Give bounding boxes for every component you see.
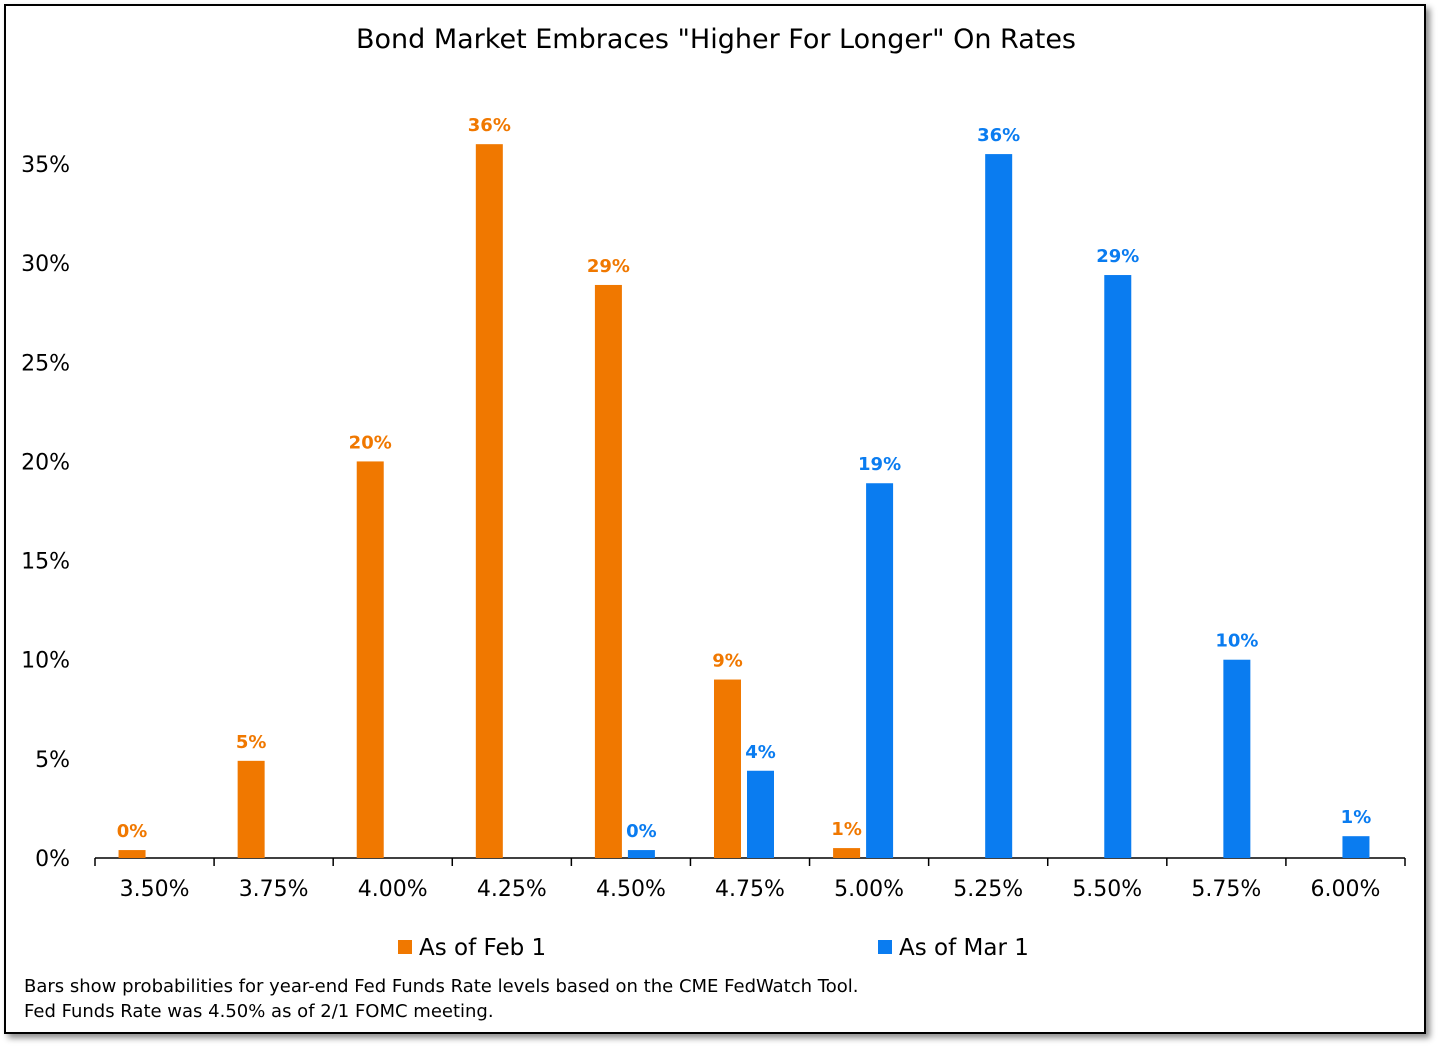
data-labels: 0% 5% 20% 36% 29% 9% 1% 0% 4% 19% 36% 29% 10% 1% [117,115,1371,842]
x-tick-label: 5.50% [1072,877,1142,902]
y-tick-label: 25% [21,351,70,376]
legend-label: As of Feb 1 [419,935,546,961]
bar-mar1 [627,850,655,858]
data-label: 9% [712,651,743,672]
bars [118,144,1370,859]
x-tick-label: 4.25% [477,877,547,902]
bar-feb1 [714,679,741,858]
bar-mar1 [1342,836,1370,858]
data-label: 4% [745,742,776,763]
bar-feb1 [237,760,265,858]
bar-mar1 [1104,275,1132,858]
bar-mar1 [866,483,894,858]
data-label: 0% [117,821,148,842]
data-label: 1% [1341,807,1372,828]
data-label: 19% [858,454,901,475]
bar-feb1 [594,284,622,858]
x-tick-label: 5.00% [834,877,904,902]
x-tick-label: 4.00% [358,877,428,902]
footnote-line-1: Bars show probabilities for year-end Fed… [24,976,859,997]
y-tick-label: 20% [21,450,70,475]
bar-feb1 [118,850,146,858]
x-tick-label: 5.75% [1191,877,1261,902]
chart-frame [4,4,1426,1034]
x-tick-label: 3.75% [239,877,309,902]
y-tick-label: 0% [35,847,70,872]
footnote: Bars show probabilities for year-end Fed… [24,974,858,1024]
legend-label: As of Mar 1 [899,935,1029,961]
data-label: 36% [977,125,1020,146]
data-label: 29% [587,256,630,277]
footnote-line-2: Fed Funds Rate was 4.50% as of 2/1 FOMC … [24,1001,494,1022]
y-axis: 0% 5% 10% 15% 20% 25% 30% 35% [21,153,70,872]
bar-mar1 [747,770,774,858]
x-tick-label: 3.50% [120,877,190,902]
y-tick-label: 15% [21,550,70,575]
data-label: 20% [349,432,392,453]
x-tick-label: 4.75% [715,877,785,902]
bar-mar1 [1223,659,1251,858]
y-tick-label: 10% [21,649,70,674]
bar-mar1 [985,154,1013,859]
y-tick-label: 35% [21,153,70,178]
bar-feb1 [475,144,503,858]
chart-title: Bond Market Embraces "Higher For Longer"… [356,24,1076,55]
data-label: 0% [626,821,657,842]
data-label: 10% [1215,631,1258,652]
legend-swatch [878,940,892,954]
data-label: 36% [468,115,511,136]
data-label: 1% [831,819,862,840]
x-tick-label: 4.50% [596,877,666,902]
bar-feb1 [356,461,384,858]
data-label: 5% [236,732,267,753]
bar-feb1 [833,848,861,858]
x-tick-label: 5.25% [953,877,1023,902]
data-label: 29% [1096,246,1139,267]
legend-swatch [398,940,412,954]
legend: As of Feb 1 As of Mar 1 [398,935,1029,961]
y-tick-label: 5% [35,748,70,773]
y-tick-label: 30% [21,252,70,277]
x-axis: 3.50% 3.75% 4.00% 4.25% 4.50% 4.75% 5.00% 5.25%… [94,857,1406,902]
x-tick-label: 6.00% [1311,877,1381,902]
